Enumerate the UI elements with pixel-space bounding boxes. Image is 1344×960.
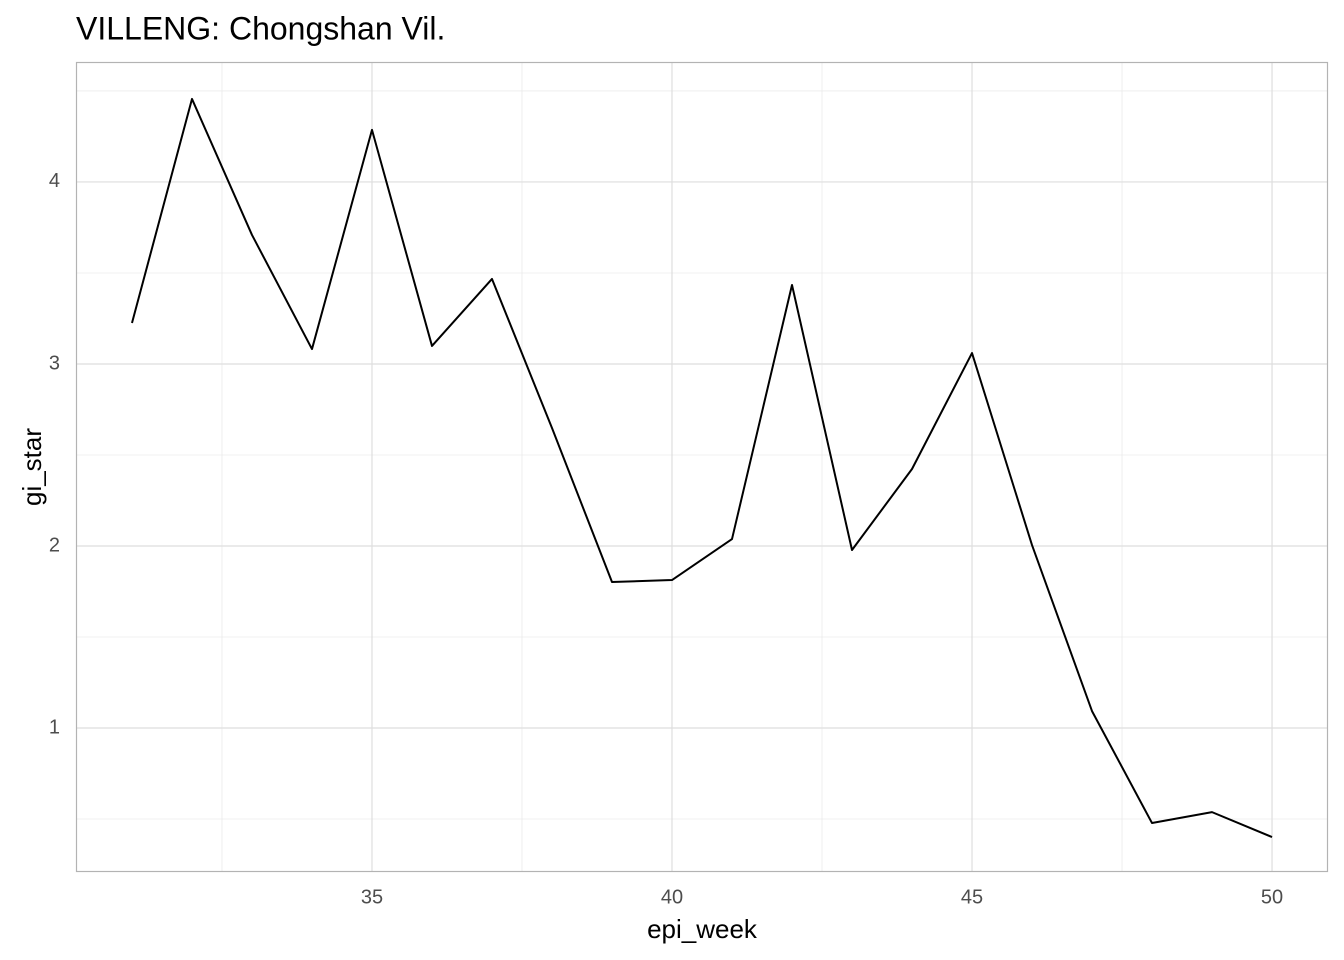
y-tick-label: 1 [49, 716, 60, 738]
x-axis-title: epi_week [647, 914, 758, 944]
y-tick-label: 4 [49, 170, 60, 192]
x-tick-label: 50 [1261, 886, 1283, 908]
y-tick-label: 2 [49, 534, 60, 556]
x-tick-label: 45 [961, 886, 983, 908]
x-tick-label: 40 [661, 886, 683, 908]
panel-border [75, 61, 1329, 873]
chart-title: VILLENG: Chongshan Vil. [76, 10, 445, 46]
grid [76, 62, 1328, 872]
y-axis-title: gi_star [17, 428, 47, 506]
y-tick-label: 3 [49, 352, 60, 374]
plot-area [131, 97, 1273, 838]
x-tick-label: 35 [361, 886, 383, 908]
data-line [131, 97, 1273, 838]
